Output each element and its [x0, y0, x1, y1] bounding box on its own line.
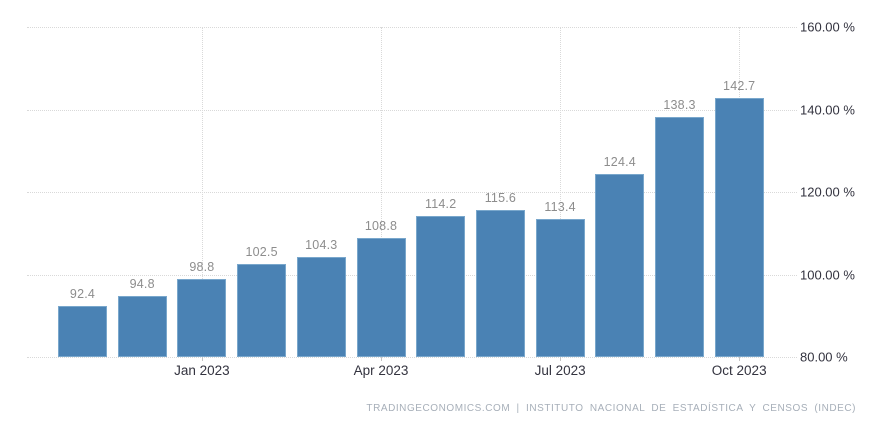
bar-value-label: 114.2	[425, 196, 457, 211]
bar-value-label: 102.5	[245, 245, 278, 260]
bar-value-label: 94.8	[129, 276, 155, 291]
bar[interactable]	[356, 238, 406, 357]
gridline-vertical	[560, 27, 562, 357]
bar[interactable]	[655, 116, 704, 357]
gridline-horizontal	[27, 27, 797, 28]
gridline-vertical	[381, 27, 382, 357]
gridline-horizontal	[27, 274, 797, 276]
x-tick-mark	[739, 357, 741, 361]
bar-value-label: 92.4	[69, 286, 96, 301]
bar-value-label: 138.3	[663, 97, 696, 112]
x-axis-tick-label: Oct 2023	[711, 363, 767, 378]
bar-value-label: 115.6	[484, 191, 517, 206]
bar[interactable]	[237, 264, 287, 357]
bar[interactable]	[535, 219, 585, 357]
bar[interactable]	[714, 98, 764, 357]
y-axis-tick-label: 160.00 %	[800, 19, 855, 35]
bar[interactable]	[177, 279, 227, 357]
gridline-horizontal	[27, 357, 797, 358]
x-axis-tick-label: Jul 2023	[534, 363, 586, 378]
bar[interactable]	[475, 210, 525, 357]
x-axis-tick-label: Jan 2023	[174, 363, 230, 378]
bar-value-label: 142.7	[723, 79, 756, 94]
y-axis-tick-label: 80.00 %	[800, 349, 848, 365]
bar[interactable]	[58, 305, 107, 357]
y-axis-tick-label: 120.00 %	[800, 184, 855, 200]
bar-value-label: 124.4	[603, 154, 636, 169]
bar[interactable]	[595, 173, 645, 357]
gridline-vertical	[201, 27, 203, 357]
bar[interactable]	[296, 256, 346, 357]
attribution-watermark: TRADINGECONOMICS.COM | INSTITUTO NACIONA…	[366, 403, 856, 414]
bar-value-label: 113.4	[544, 200, 576, 215]
gridline-horizontal	[27, 109, 797, 111]
bar[interactable]	[416, 215, 466, 357]
x-tick-mark	[560, 357, 562, 361]
gridline-horizontal	[27, 192, 797, 193]
bar-value-label: 104.3	[305, 237, 338, 252]
plot-area: 92.4 94.8 98.8 102.5 104.3 108.8 114.2 115.6 113…	[27, 27, 797, 361]
bar[interactable]	[117, 295, 167, 357]
y-axis-tick-label: 140.00 %	[800, 102, 855, 117]
y-axis-tick-label: 100.00 %	[800, 267, 855, 282]
bar-value-label: 108.8	[364, 219, 398, 234]
x-tick-mark	[201, 357, 203, 361]
x-axis-tick-label: Apr 2023	[353, 363, 409, 378]
x-tick-mark	[381, 357, 382, 361]
bar-value-label: 98.8	[189, 260, 215, 275]
